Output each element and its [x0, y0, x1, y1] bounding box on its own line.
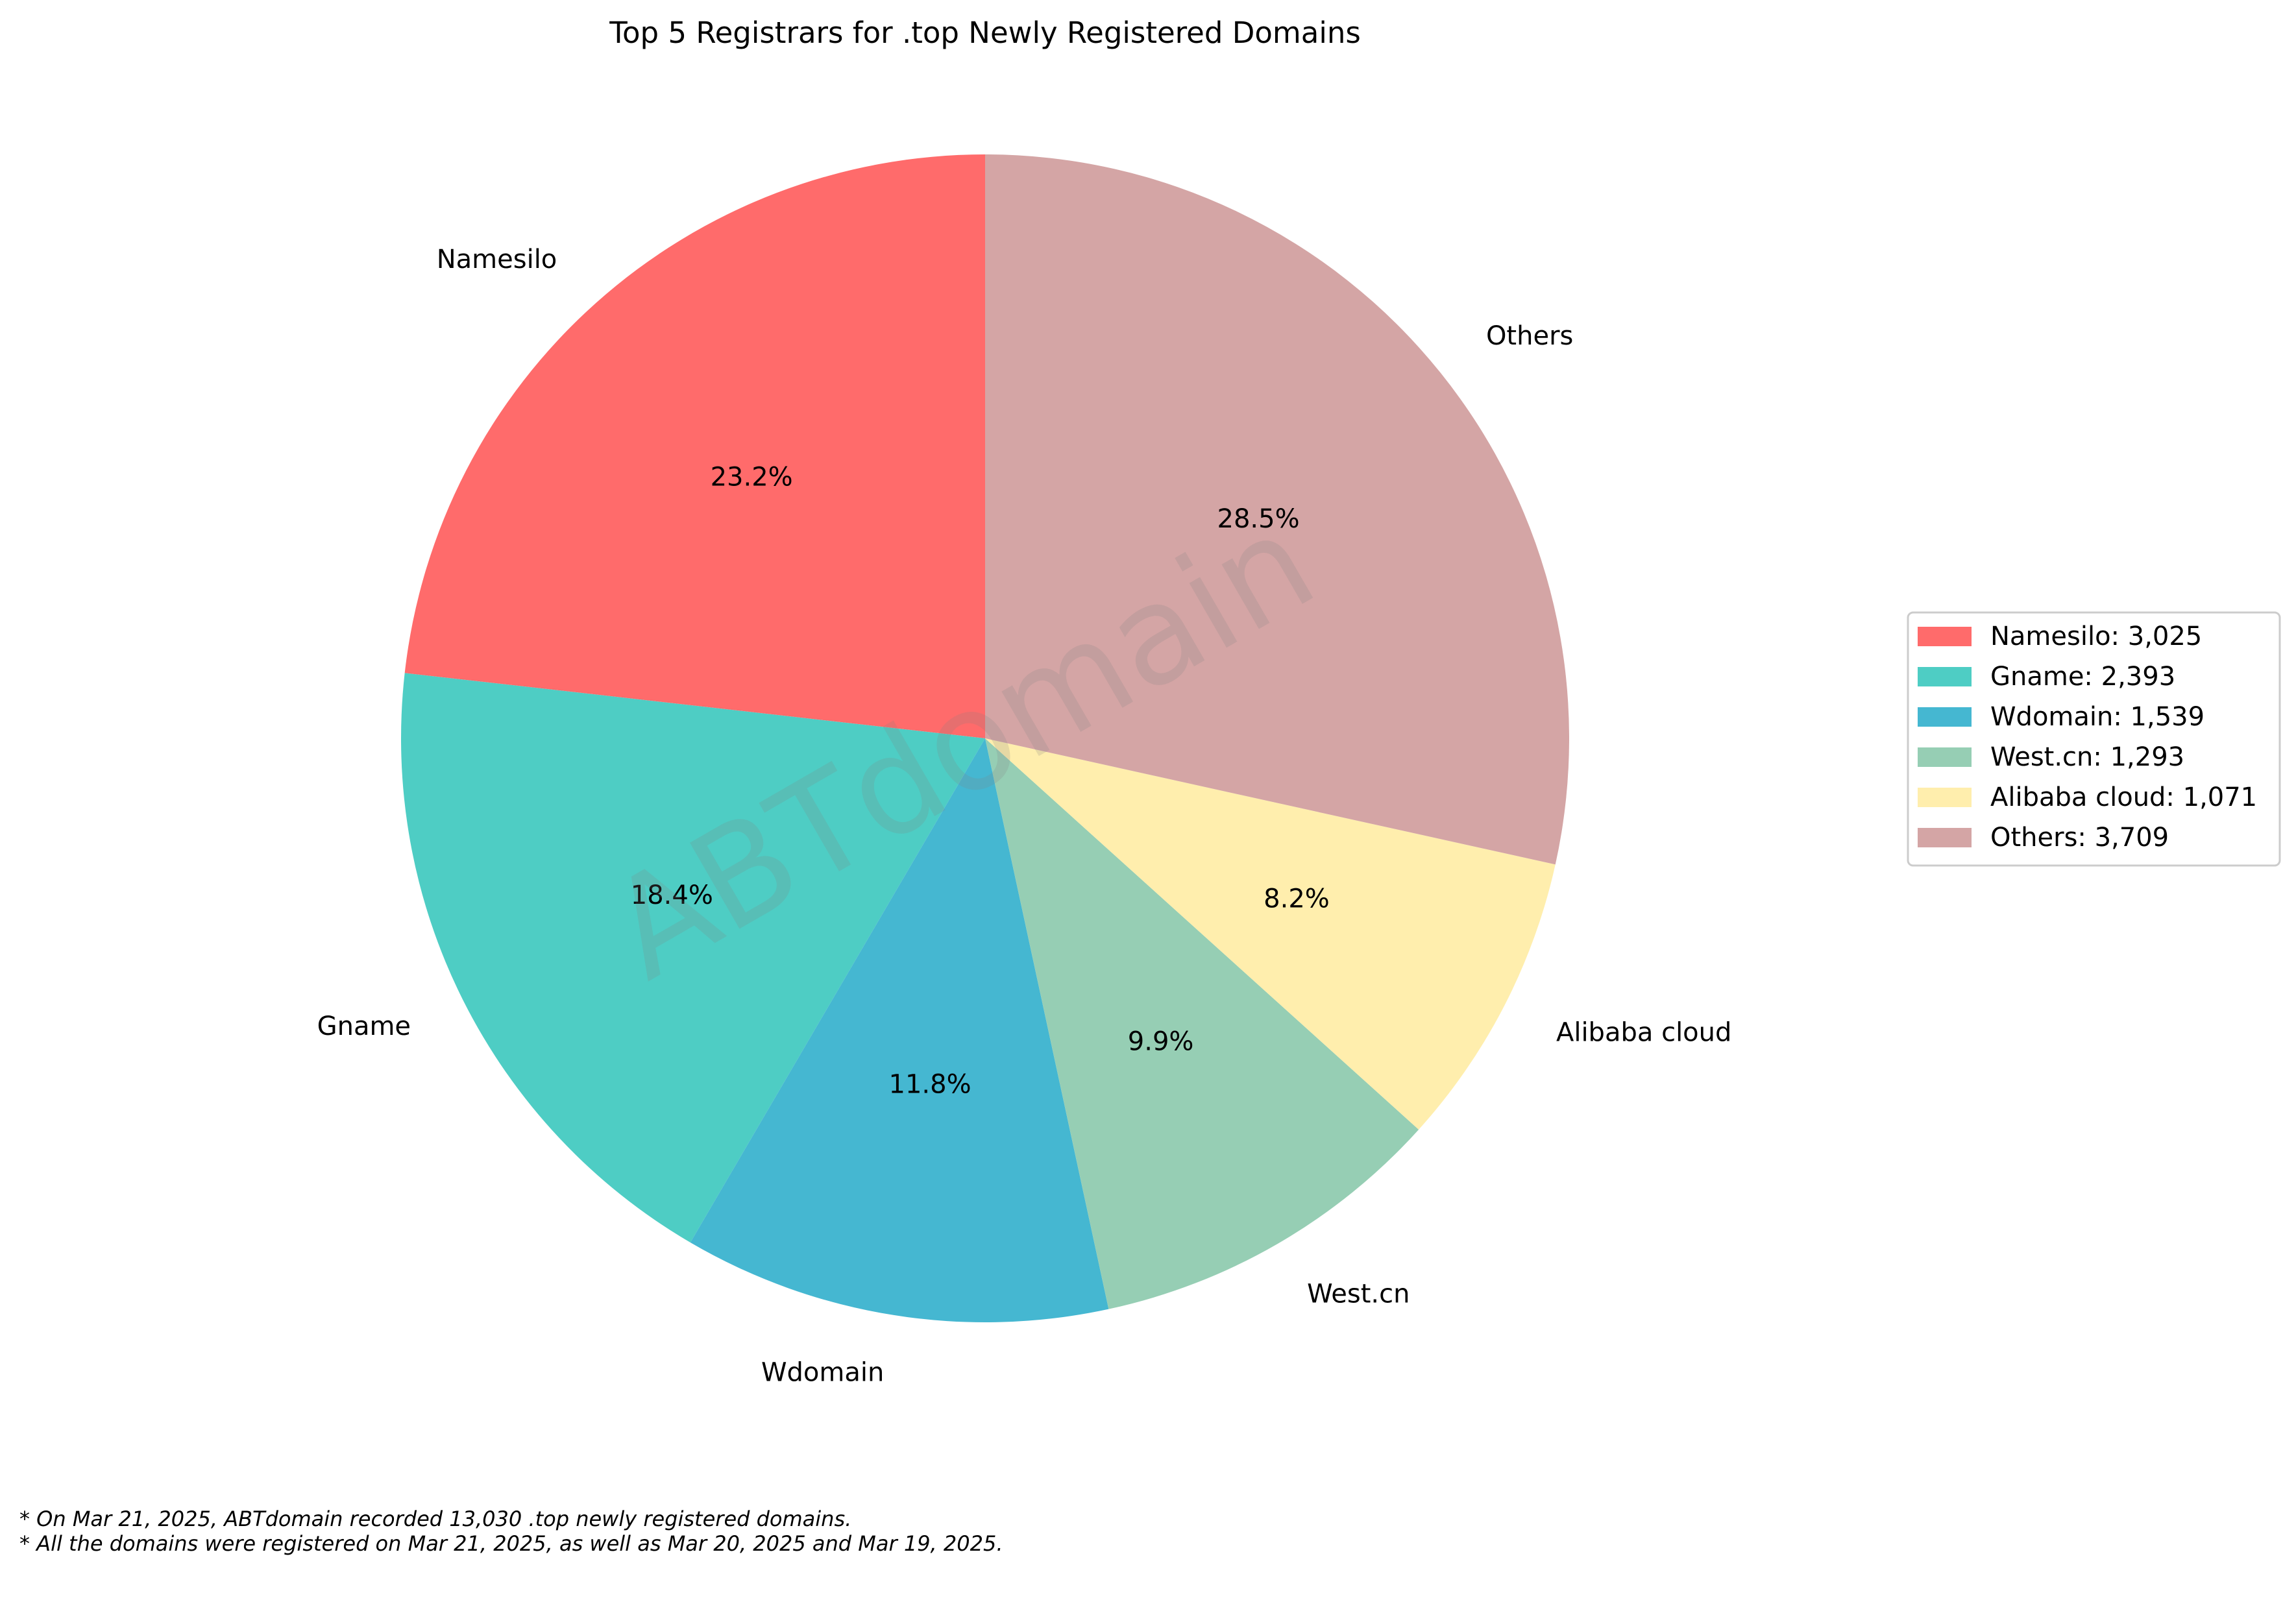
percent-label-alibaba-cloud: 8.2% — [1264, 884, 1330, 914]
legend-swatch-namesilo — [1918, 627, 1972, 646]
legend-label-alibaba-cloud: Alibaba cloud: 1,071 — [1990, 782, 2257, 812]
category-label-alibaba-cloud: Alibaba cloud — [1556, 1018, 1731, 1048]
legend-label-wdomain: Wdomain: 1,539 — [1990, 702, 2204, 732]
legend-label-west-cn: West.cn: 1,293 — [1990, 742, 2184, 772]
category-label-namesilo: Namesilo — [437, 245, 557, 274]
pie-slices — [400, 154, 1569, 1323]
footnote-2: * All the domains were registered on Mar… — [19, 1531, 1003, 1556]
category-label-west-cn: West.cn — [1307, 1279, 1410, 1309]
legend-swatch-wdomain — [1918, 707, 1972, 727]
percent-label-namesilo: 23.2% — [711, 462, 793, 492]
pie-slice-others — [985, 154, 1569, 865]
footnote-1: * On Mar 21, 2025, ABTdomain recorded 13… — [19, 1507, 852, 1531]
percent-label-gname: 18.4% — [631, 880, 713, 910]
legend-swatch-alibaba-cloud — [1918, 788, 1972, 807]
category-label-wdomain: Wdomain — [761, 1358, 884, 1388]
percent-label-wdomain: 11.8% — [889, 1069, 971, 1099]
chart-title: Top 5 Registrars for .top Newly Register… — [609, 16, 1361, 50]
legend-swatch-others — [1918, 828, 1972, 847]
legend-label-gname: Gname: 2,393 — [1990, 662, 2175, 692]
legend-swatch-gname — [1918, 667, 1972, 686]
percent-label-others: 28.5% — [1217, 504, 1300, 534]
percent-labels: 23.2% 18.4% 11.8% 9.9% 8.2% 28.5% — [631, 462, 1330, 1099]
pie-slice-alibaba-cloud — [985, 738, 1556, 1130]
category-label-gname: Gname — [317, 1012, 411, 1041]
pie-slice-west-cn — [985, 738, 1419, 1309]
legend-swatch-west-cn — [1918, 747, 1972, 767]
legend-frame — [1907, 611, 2281, 867]
pie-slice-namesilo — [404, 154, 985, 738]
category-labels: Namesilo Gname Wdomain West.cn Alibaba cloud… — [317, 245, 1732, 1388]
legend-label-namesilo: Namesilo: 3,025 — [1990, 622, 2202, 651]
category-label-others: Others — [1486, 321, 1573, 351]
legend: Namesilo: 3,025 Gname: 2,393 Wdomain: 1,53… — [1907, 611, 2281, 867]
pie-slice-gname — [400, 673, 985, 1242]
legend-label-others: Others: 3,709 — [1990, 823, 2169, 853]
pie-slice-wdomain — [690, 738, 1109, 1323]
percent-label-west-cn: 9.9% — [1128, 1026, 1194, 1056]
